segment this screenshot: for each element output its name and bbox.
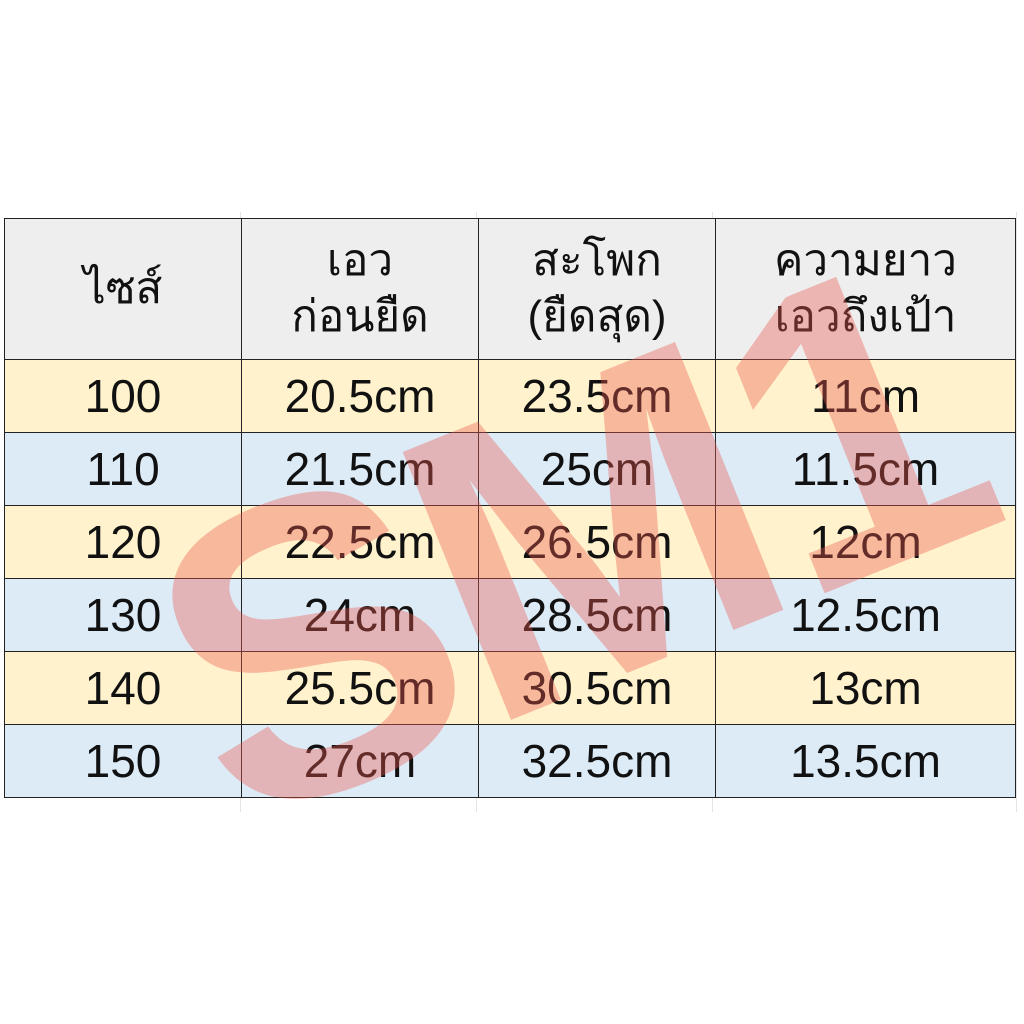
table-cell: 100: [4, 359, 242, 433]
table-row: 130 24cm 28.5cm 12.5cm: [4, 578, 1016, 652]
table-cell: 130: [4, 578, 242, 652]
table-cell: 120: [4, 505, 242, 579]
header-size: ไซส์: [4, 218, 242, 360]
table-row: 150 27cm 32.5cm 13.5cm: [4, 724, 1016, 798]
header-line: เอว: [326, 236, 394, 285]
table-cell: 11.5cm: [715, 432, 1016, 506]
header-line: ความยาว: [773, 236, 958, 285]
table-cell: 24cm: [241, 578, 479, 652]
header-hip: สะโพก (ยืดสุด): [478, 218, 716, 360]
table-cell: 150: [4, 724, 242, 798]
table-cell: 23.5cm: [478, 359, 716, 433]
table-cell: 22.5cm: [241, 505, 479, 579]
table-cell: 25cm: [478, 432, 716, 506]
header-line: (ยืดสุด): [527, 292, 667, 341]
table-cell: 20.5cm: [241, 359, 479, 433]
header-line: ไซส์: [83, 264, 163, 313]
table-row: 100 20.5cm 23.5cm 11cm: [4, 359, 1016, 433]
table-cell: 13cm: [715, 651, 1016, 725]
header-rise-length: ความยาวเอวถึงเป้า: [715, 218, 1016, 360]
table-cell: 140: [4, 651, 242, 725]
header-line: ก่อนยืด: [291, 292, 429, 341]
table-cell: 32.5cm: [478, 724, 716, 798]
table-row: 140 25.5cm 30.5cm 13cm: [4, 651, 1016, 725]
table-row: 110 21.5cm 25cm 11.5cm: [4, 432, 1016, 506]
size-chart-table: ไซส์ เอว ก่อนยืด สะโพก (ยืดสุด) ความยาว เอว…: [4, 218, 1016, 798]
table-cell: 25.5cm: [241, 651, 479, 725]
header-line: เอวถึงเป้า: [774, 292, 957, 341]
header-row: ไซส์ เอว ก่อนยืด สะโพก (ยืดสุด) ความยาว เอว…: [4, 218, 1016, 360]
table-cell: 13.5cm: [715, 724, 1016, 798]
table-cell: 28.5cm: [478, 578, 716, 652]
table-cell: 110: [4, 432, 242, 506]
table-cell: 12.5cm: [715, 578, 1016, 652]
table-cell: 26.5cm: [478, 505, 716, 579]
header-waist: เอวก่อนยืด: [241, 218, 479, 360]
table-cell: 30.5cm: [478, 651, 716, 725]
table-cell: 27cm: [241, 724, 479, 798]
table-row: 120 22.5cm 26.5cm 12cm: [4, 505, 1016, 579]
table-cell: 11cm: [715, 359, 1016, 433]
table-cell: 21.5cm: [241, 432, 479, 506]
table-cell: 12cm: [715, 505, 1016, 579]
sheet-gridline: [1016, 212, 1017, 812]
header-line: สะโพก: [532, 236, 662, 285]
